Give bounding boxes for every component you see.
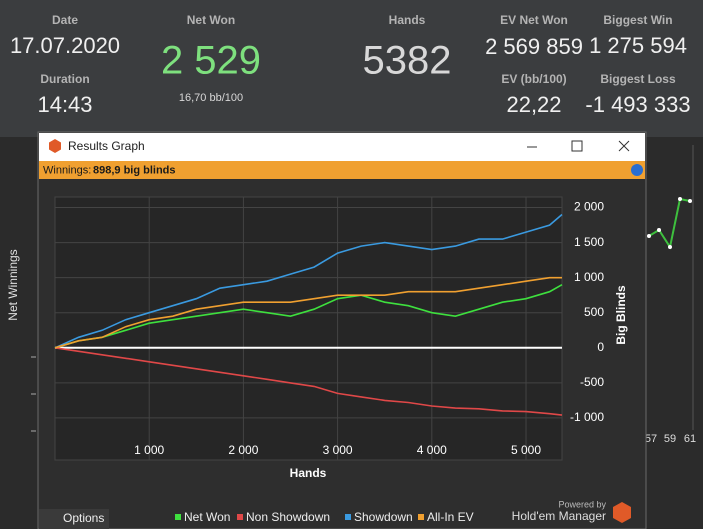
legend-swatch [345,514,351,520]
series-line [54,276,562,349]
bg-axis-label: Net Winnings [6,249,20,320]
legend-label: Net Won [184,510,230,524]
bg-x-label: 57 [645,433,657,445]
series-line [54,284,563,349]
stat-label: Duration [40,72,89,86]
stat-label: EV Net Won [500,13,568,27]
bg-x-label: 59 [664,433,676,445]
stat-value: 1 275 594 [589,33,687,58]
x-axis-label: Hands [290,466,327,480]
brand: Hold'em Manager [512,509,606,523]
stat-value: -1 493 333 [585,92,690,117]
x-tick-label: 2 000 [228,443,258,457]
stat-label: Net Won [187,13,235,27]
legend-label: Showdown [354,510,413,524]
stat-sub: 16,70 bb/100 [179,92,243,104]
x-tick-label: 1 000 [134,443,164,457]
y-tick-label: 2 000 [574,200,604,214]
powered-by: Powered by [558,499,606,509]
legend-swatch [237,514,243,520]
options-label[interactable]: Options [63,511,104,525]
y-tick-label: 1 500 [574,235,604,249]
stat-value: 22,22 [506,92,561,117]
close-button[interactable] [618,140,630,152]
y-tick-label: 500 [584,305,604,319]
y-axis-label: Big Blinds [614,285,628,345]
legend-swatch [418,514,424,520]
stat-label: Hands [389,13,426,27]
y-tick-label: 1 000 [574,270,604,284]
series-line [54,213,563,349]
bg-points [647,197,692,249]
x-tick-label: 3 000 [323,443,353,457]
bg-x-label: 61 [684,433,696,445]
y-tick-label: -1 000 [570,410,604,424]
series-line [54,347,563,416]
y-tick-label: -500 [580,375,604,389]
summary-label: Winnings: [43,164,91,176]
legend-swatch [175,514,181,520]
app-icon [49,139,61,153]
options-button[interactable] [39,509,109,529]
stat-value: 17.07.2020 [10,33,120,58]
legend-label: All-In EV [427,510,474,524]
legend-label: Non Showdown [246,510,330,524]
stat-label: EV (bb/100) [501,72,566,86]
stat-value: 14:43 [37,92,92,117]
brand-logo [613,502,631,523]
stat-value: 2 529 [161,39,261,83]
summary-bar [39,161,645,179]
plot-area [54,196,563,461]
y-tick-label: 0 [597,340,604,354]
window-title: Results Graph [68,139,145,153]
stat-value: 5382 [363,39,452,83]
stats-panel [0,0,703,137]
bg-ticks [31,356,36,432]
stat-value: 2 569 859 [485,34,583,59]
x-tick-label: 4 000 [417,443,447,457]
help-button[interactable] [631,164,643,176]
stat-label: Biggest Loss [600,72,676,86]
maximize-button[interactable] [571,140,583,152]
summary-value: 898,9 big blinds [93,164,176,176]
stat-label: Biggest Win [603,13,672,27]
title-bar [39,133,645,161]
stat-label: Date [52,13,78,27]
x-tick-label: 5 000 [511,443,541,457]
